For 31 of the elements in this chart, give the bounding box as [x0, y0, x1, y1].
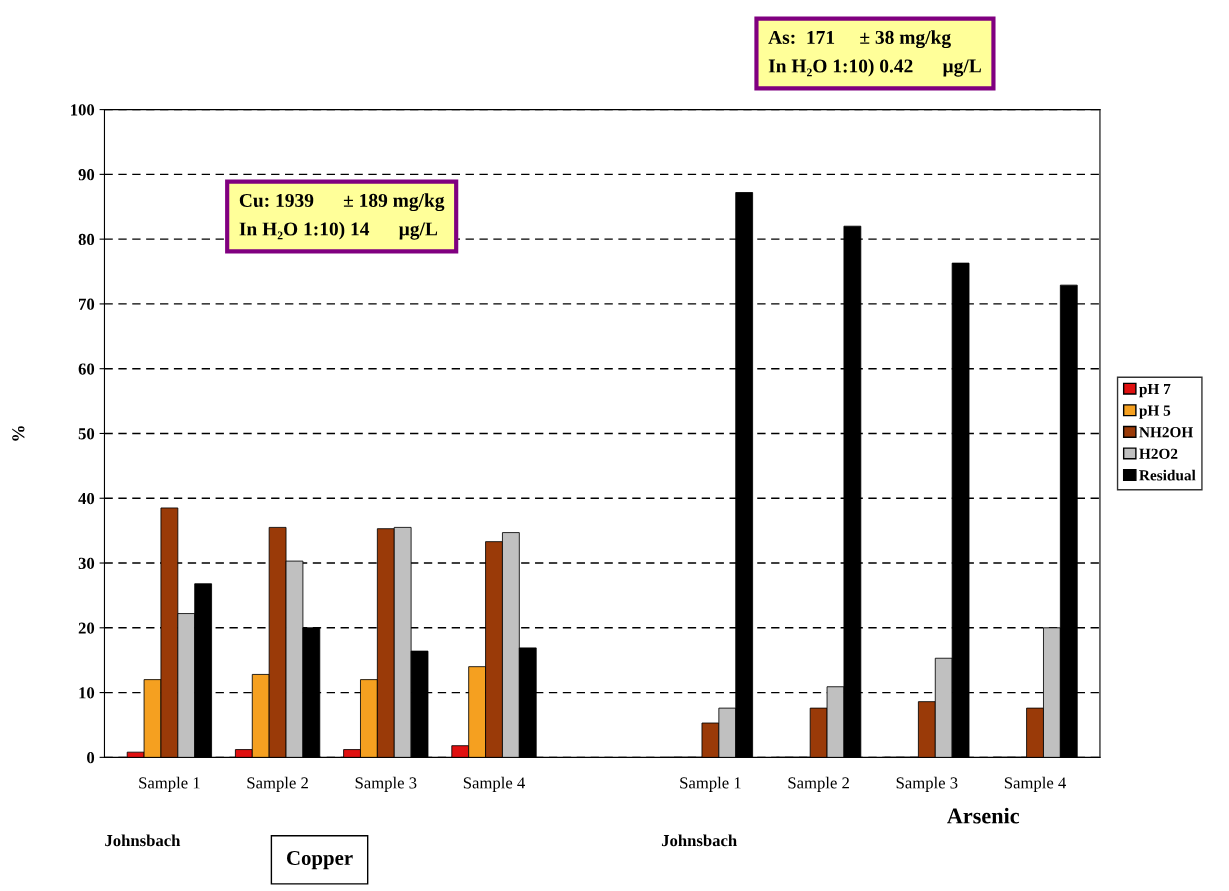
y-tick-label: 40: [78, 492, 95, 505]
y-tick-label: 20: [78, 622, 95, 634]
legend-label: pH 7: [1139, 384, 1171, 398]
legend-label: NH2OH: [1139, 427, 1194, 438]
annotation: Cu: 1939 ± 189 mg/kg In H₂O 1:10) 14 µg/L: [239, 193, 445, 240]
y-tick-label: 80: [78, 233, 95, 246]
legend-label: H2O2: [1139, 448, 1178, 459]
y-tick-label: 30: [78, 557, 95, 569]
x-tick-label: Sample 4: [463, 776, 525, 792]
y-axis-title: %: [12, 426, 25, 441]
y-tick-label: 100: [71, 104, 95, 116]
legend-label: Residual: [1139, 469, 1196, 481]
y-tick-label: 90: [78, 169, 95, 181]
y-tick-label: 70: [79, 298, 95, 310]
x-tick-label: Sample 1: [680, 776, 741, 792]
x-tick-label: Sample 2: [247, 776, 308, 792]
text: Arsenic: [947, 807, 1020, 824]
y-tick-label: 10: [79, 687, 95, 699]
x-tick-label: Sample 3: [355, 776, 417, 792]
text: As: 171 ± 38 mg/kg In H₂O 1:10) 0.42 µg/L: [768, 30, 981, 77]
legend-label: pH 5: [1139, 405, 1171, 419]
x-tick-label: Sample 2: [788, 776, 849, 792]
y-tick-label: 0: [87, 752, 95, 764]
y-tick-label: 60: [78, 363, 95, 375]
x-tick-label: Sample 3: [896, 776, 958, 792]
text: Johnsbach: [105, 834, 181, 847]
y-tick-label: 50: [78, 428, 95, 440]
x-tick-label: Sample 4: [1004, 776, 1067, 792]
text: Copper: [286, 851, 353, 870]
x-tick-label: Sample 1: [139, 776, 200, 792]
text: Johnsbach: [661, 834, 737, 847]
